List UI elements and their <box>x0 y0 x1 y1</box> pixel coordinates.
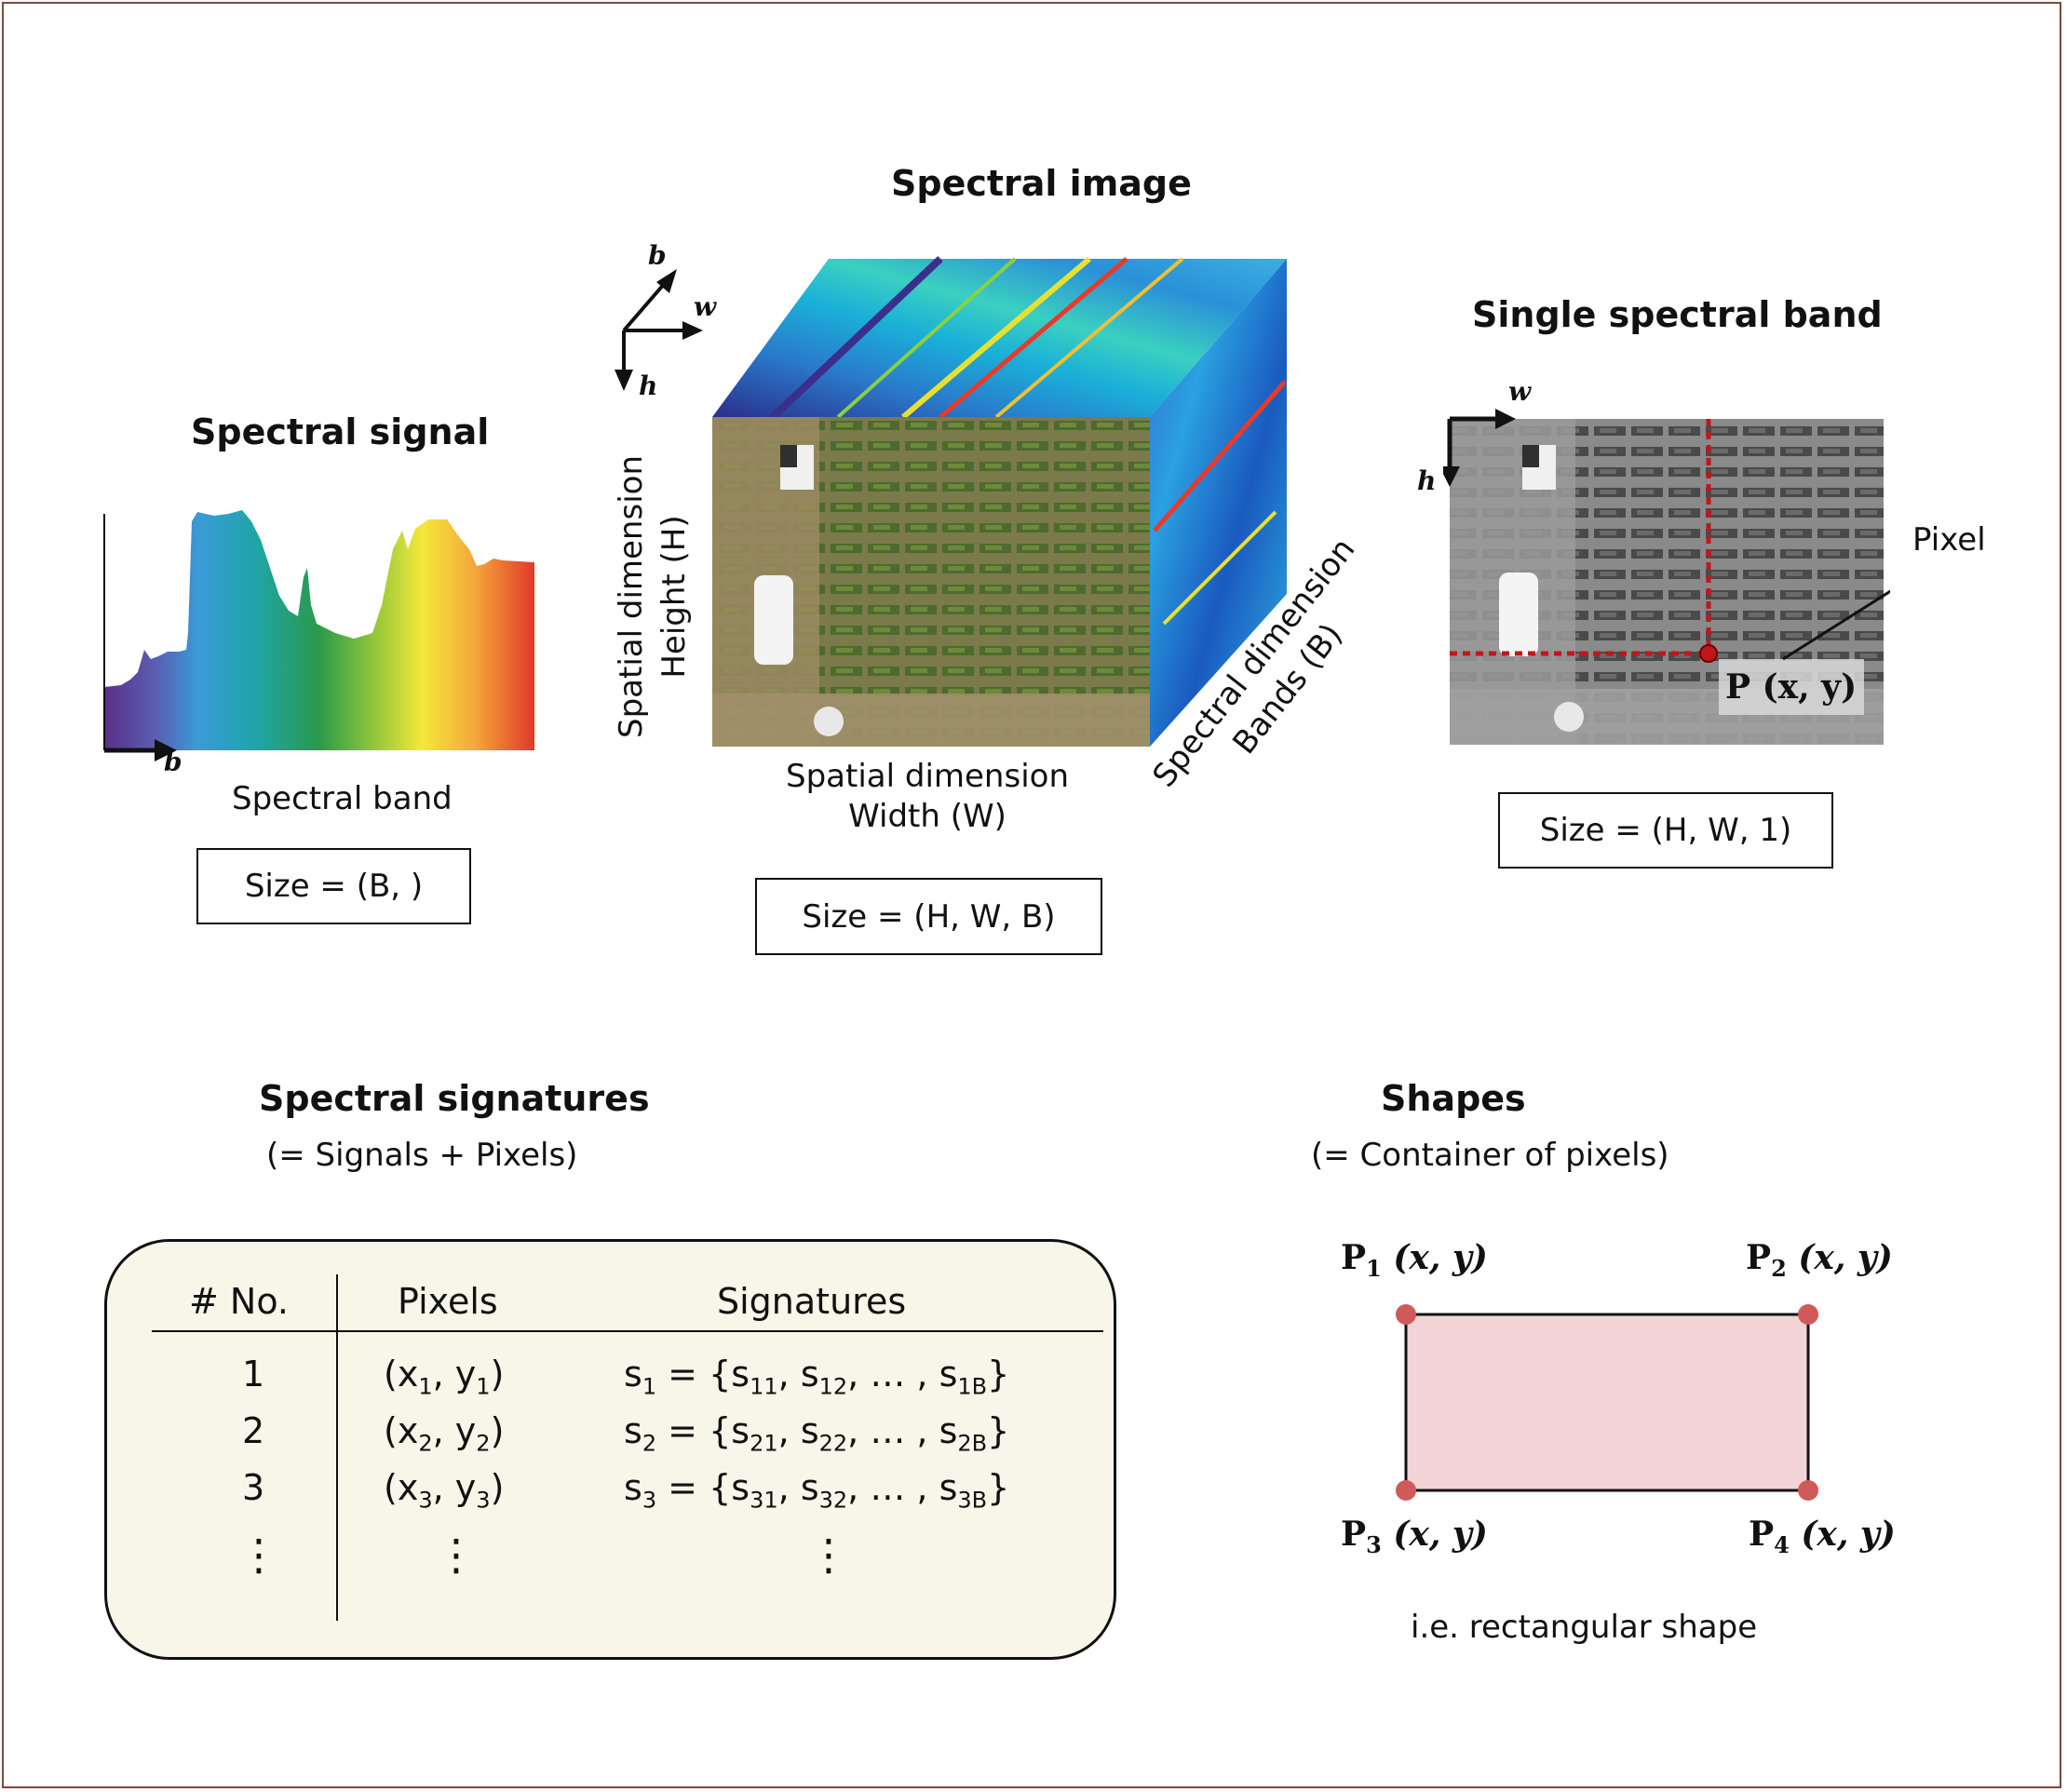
pixel-marker <box>1699 644 1718 663</box>
table-row-2-no: 2 <box>242 1410 265 1451</box>
height-label-line2: Height (H) <box>655 515 693 679</box>
signal-x-arrowhead <box>155 739 177 761</box>
table-row-3-signature: s3 = {s31, s32, … , s3B} <box>624 1467 1010 1514</box>
table-row-1-signature: s1 = {s11, s12, … , s1B} <box>624 1354 1010 1400</box>
spectral-image-title: Spectral image <box>891 163 1192 204</box>
cube-top-streak-3 <box>836 257 1017 419</box>
pixel-point-label: P (x, y) <box>1725 667 1858 707</box>
cube-top-streak-4 <box>994 257 1184 419</box>
single-band-title: Single spectral band <box>1472 294 1883 335</box>
header-no: # No. <box>189 1281 290 1322</box>
height-label-line1: Spatial dimension <box>613 455 650 738</box>
pixel-leader-line <box>1782 589 1890 661</box>
row-signatures-ellipsis: ⋮ <box>807 1529 850 1580</box>
table-row-3-pixel: (x3, y3) <box>384 1467 505 1514</box>
cube-front-car <box>754 575 793 665</box>
cube-front-track <box>712 694 1150 747</box>
signal-xlabel: Spectral band <box>232 780 453 817</box>
table-row-2-signature: s2 = {s21, s22, … , s2B} <box>624 1410 1010 1457</box>
pixel-label-bg <box>1719 659 1864 715</box>
p2-label: P2 (x, y) <box>1746 1238 1893 1283</box>
cube-side-streak-2 <box>1162 510 1277 626</box>
table-row-1-no: 1 <box>242 1354 265 1395</box>
signatures-title: Spectral signatures <box>259 1078 650 1119</box>
cube-top-streak-2 <box>939 257 1128 419</box>
pixel-label: Pixel <box>1912 521 1986 559</box>
corner-p4 <box>1798 1480 1818 1501</box>
corner-p2 <box>1798 1304 1818 1325</box>
cube-front-tent <box>814 707 844 736</box>
signal-axis-b: b <box>164 747 182 777</box>
height-label: Spatial dimension Height (H) <box>610 448 696 746</box>
header-signatures: Signatures <box>717 1281 907 1322</box>
band-axis-h: h <box>1417 465 1437 496</box>
cube-top-streak-1 <box>901 256 1091 420</box>
image-size-box: Size = (H, W, B) <box>755 878 1102 955</box>
signatures-table: # No. Pixels Signatures 1 (x1, y1) s1 = {s… <box>104 1239 1116 1660</box>
shape-caption: i.e. rectangular shape <box>1411 1609 1758 1646</box>
cube-axis-b: b <box>648 240 667 271</box>
band-size-box: Size = (H, W, 1) <box>1498 792 1833 869</box>
width-label-line1: Spatial dimension <box>786 758 1069 795</box>
signatures-subtitle: (= Signals + Pixels) <box>266 1137 578 1174</box>
cube-axis-w: w <box>694 291 717 322</box>
p4-label: P4 (x, y) <box>1749 1515 1896 1559</box>
row-pixels-ellipsis: ⋮ <box>435 1529 478 1580</box>
table-row-3-no: 3 <box>242 1467 265 1508</box>
cube-side-streak-1 <box>1153 380 1287 532</box>
shapes-title: Shapes <box>1381 1078 1526 1119</box>
rectangular-shape <box>1396 1304 1818 1501</box>
width-label: Spatial dimension Width (W) <box>786 757 1069 837</box>
cube-axis-h: h <box>639 371 658 401</box>
header-pixels: Pixels <box>398 1281 498 1322</box>
table-row-1-pixel: (x1, y1) <box>384 1354 505 1400</box>
corner-p1 <box>1396 1304 1416 1325</box>
table-row-2-pixel: (x2, y2) <box>384 1410 505 1457</box>
row-no-ellipsis: ⋮ <box>237 1529 280 1580</box>
p3-label: P3 (x, y) <box>1341 1515 1488 1559</box>
spectral-signal-curve <box>104 510 534 750</box>
single-band-image <box>1443 409 1890 745</box>
width-label-line2: Width (W) <box>848 798 1006 835</box>
corner-p3 <box>1396 1480 1416 1501</box>
spectral-signal-plot <box>103 510 534 761</box>
shape-rect <box>1404 1313 1810 1492</box>
table-header-rule <box>152 1330 1103 1332</box>
cube-axes-glyph <box>615 269 703 391</box>
cube-top-streak-5 <box>770 256 943 420</box>
table-col-divider <box>336 1274 338 1621</box>
shapes-subtitle: (= Container of pixels) <box>1311 1137 1669 1174</box>
cube-front-target-dark <box>780 445 797 467</box>
band-axis-w: w <box>1508 376 1532 407</box>
p1-label: P1 (x, y) <box>1341 1238 1488 1283</box>
signal-size-box: Size = (B, ) <box>196 848 471 924</box>
cube-side-face <box>1150 259 1287 747</box>
spectral-signal-title: Spectral signal <box>191 411 490 452</box>
spectral-cube <box>712 256 1287 747</box>
